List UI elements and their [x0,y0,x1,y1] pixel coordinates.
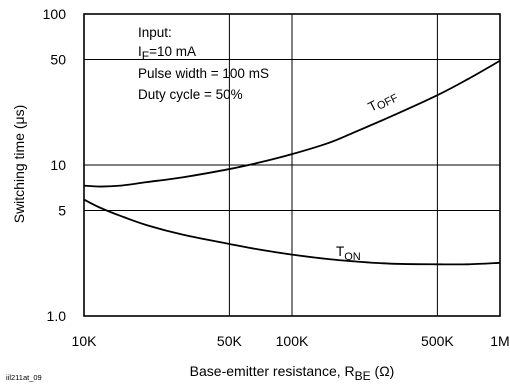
x-tick-label: 50K [217,333,243,349]
series-lines [83,59,501,266]
annotation-input: Input: [138,25,172,40]
series-label-toff: TOFF [366,87,401,116]
y-tick-labels: 1.0 5 10 50 100 [43,6,67,324]
annotation-pulse-width: Pulse width = 100 mS [138,66,269,81]
y-axis-label: Switching time (μs) [11,105,27,224]
y-tick-label: 5 [58,202,66,218]
series-label-ton: TON [336,244,361,263]
plot-frame [83,13,501,317]
series-line-toff [83,59,501,188]
x-tick-label: 1M [490,333,509,349]
x-tick-labels: 10K 50K 100K 500K 1M [72,333,510,349]
figure-id: iil211at_09 [6,373,42,382]
x-tick-label: 100K [276,333,309,349]
y-tick-label: 1.0 [47,308,67,324]
y-tick-label: 50 [50,51,66,67]
x-tick-label: 500K [421,333,454,349]
annotation-duty-cycle: Duty cycle = 50% [138,87,243,102]
x-tick-label: 10K [72,333,98,349]
y-tick-label: 10 [50,157,66,173]
input-annotation: Input: IF=10 mA Pulse width = 100 mS Dut… [130,25,269,102]
annotation-if: IF=10 mA [138,44,196,63]
series-line-ton [83,198,501,266]
x-axis-label: Base-emitter resistance, RBE (Ω) [190,363,395,383]
y-tick-label: 100 [43,6,67,22]
